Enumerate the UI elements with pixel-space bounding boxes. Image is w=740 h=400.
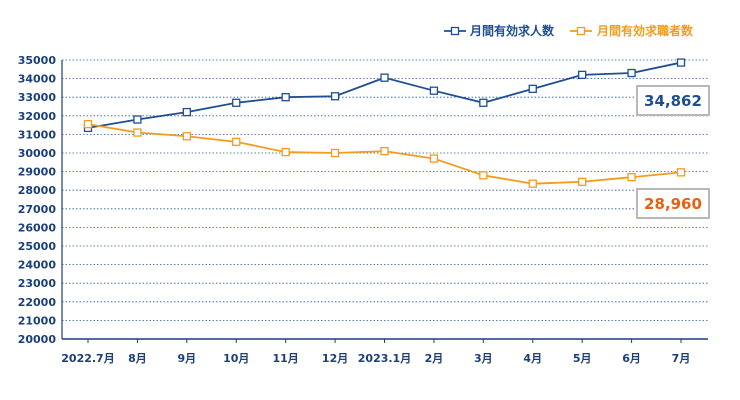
value-callouts: 34,862 28,960 [636,85,710,219]
y-tick-label: 20000 [18,333,57,346]
series-job-openings [83,58,686,133]
x-tick-label: 12月 [322,352,348,365]
y-tick-label: 34000 [18,73,57,86]
y-tick-label: 25000 [18,240,57,253]
data-point [676,168,686,177]
series-job-seekers [83,120,686,188]
value-callout-box [636,85,710,116]
x-tick-label: 3月 [474,352,493,365]
x-tick-label: 8月 [128,352,147,365]
x-tick-label: 6月 [622,352,641,365]
data-point [133,128,142,137]
data-point [281,147,290,157]
data-point [232,137,241,146]
data-point [479,98,488,107]
data-point [330,92,340,101]
legend-label: 月間有効求人数 [469,23,555,38]
y-tick-label: 29000 [18,166,57,179]
y-tick-label: 24000 [18,259,57,272]
y-tick-label: 28000 [18,184,57,197]
series-lines [83,58,686,188]
data-point [429,86,439,95]
y-tick-label: 21000 [18,314,57,327]
legend-label: 月間有効求職者数 [596,23,694,38]
x-tick-label: 7月 [672,352,691,365]
data-point [578,70,587,80]
legend: 月間有効求人数 月間有効求職者数 [444,23,694,38]
x-tick-label: 2022.7月 [61,352,114,365]
x-tick-label: 9月 [178,352,197,365]
y-tick-label: 33000 [18,91,57,104]
data-point [380,73,389,82]
data-point [528,84,537,93]
data-point [182,132,191,141]
data-point [627,173,636,182]
series-line [87,61,682,129]
legend-marker [576,26,586,36]
x-tick-label: 5月 [573,352,592,365]
axes [61,60,708,340]
data-point [232,98,241,107]
value-callout-label: 28,960 [644,195,702,213]
y-tick-label: 27000 [18,203,57,216]
data-point [182,107,191,117]
y-axis-tick-labels: 20000 21000 22000 23000 24000 25000 26000 27000… [18,54,57,346]
data-point [676,58,686,67]
data-point [429,154,439,163]
x-tick-label: 4月 [523,352,542,365]
y-tick-label: 32000 [18,110,57,123]
x-tick-label: 10月 [223,352,249,365]
data-point [479,171,488,180]
data-point [330,148,340,158]
data-point [578,177,587,186]
x-tick-label: 2023.1月 [358,352,411,365]
x-axis-tick-labels: 2022.7月 8月 9月 10月 11月 12月 2023.1月 2月 3月 4月 5月 6月 7月 [61,339,690,365]
x-tick-label: 2月 [425,352,444,365]
data-point [83,120,93,129]
value-callout-box [636,188,710,219]
y-tick-label: 23000 [18,277,57,290]
x-tick-label: 11月 [273,352,299,365]
grid-lines [62,59,708,321]
y-tick-label: 22000 [18,296,57,309]
data-point [627,68,636,78]
y-tick-label: 30000 [18,147,57,160]
y-tick-label: 31000 [18,128,57,141]
data-point [528,179,537,188]
data-point [281,93,290,102]
legend-marker [450,26,460,36]
y-tick-label: 35000 [18,54,57,67]
data-point [380,146,389,156]
data-point [133,115,142,124]
value-callout-label: 34,862 [644,92,702,110]
y-tick-label: 26000 [18,221,57,234]
